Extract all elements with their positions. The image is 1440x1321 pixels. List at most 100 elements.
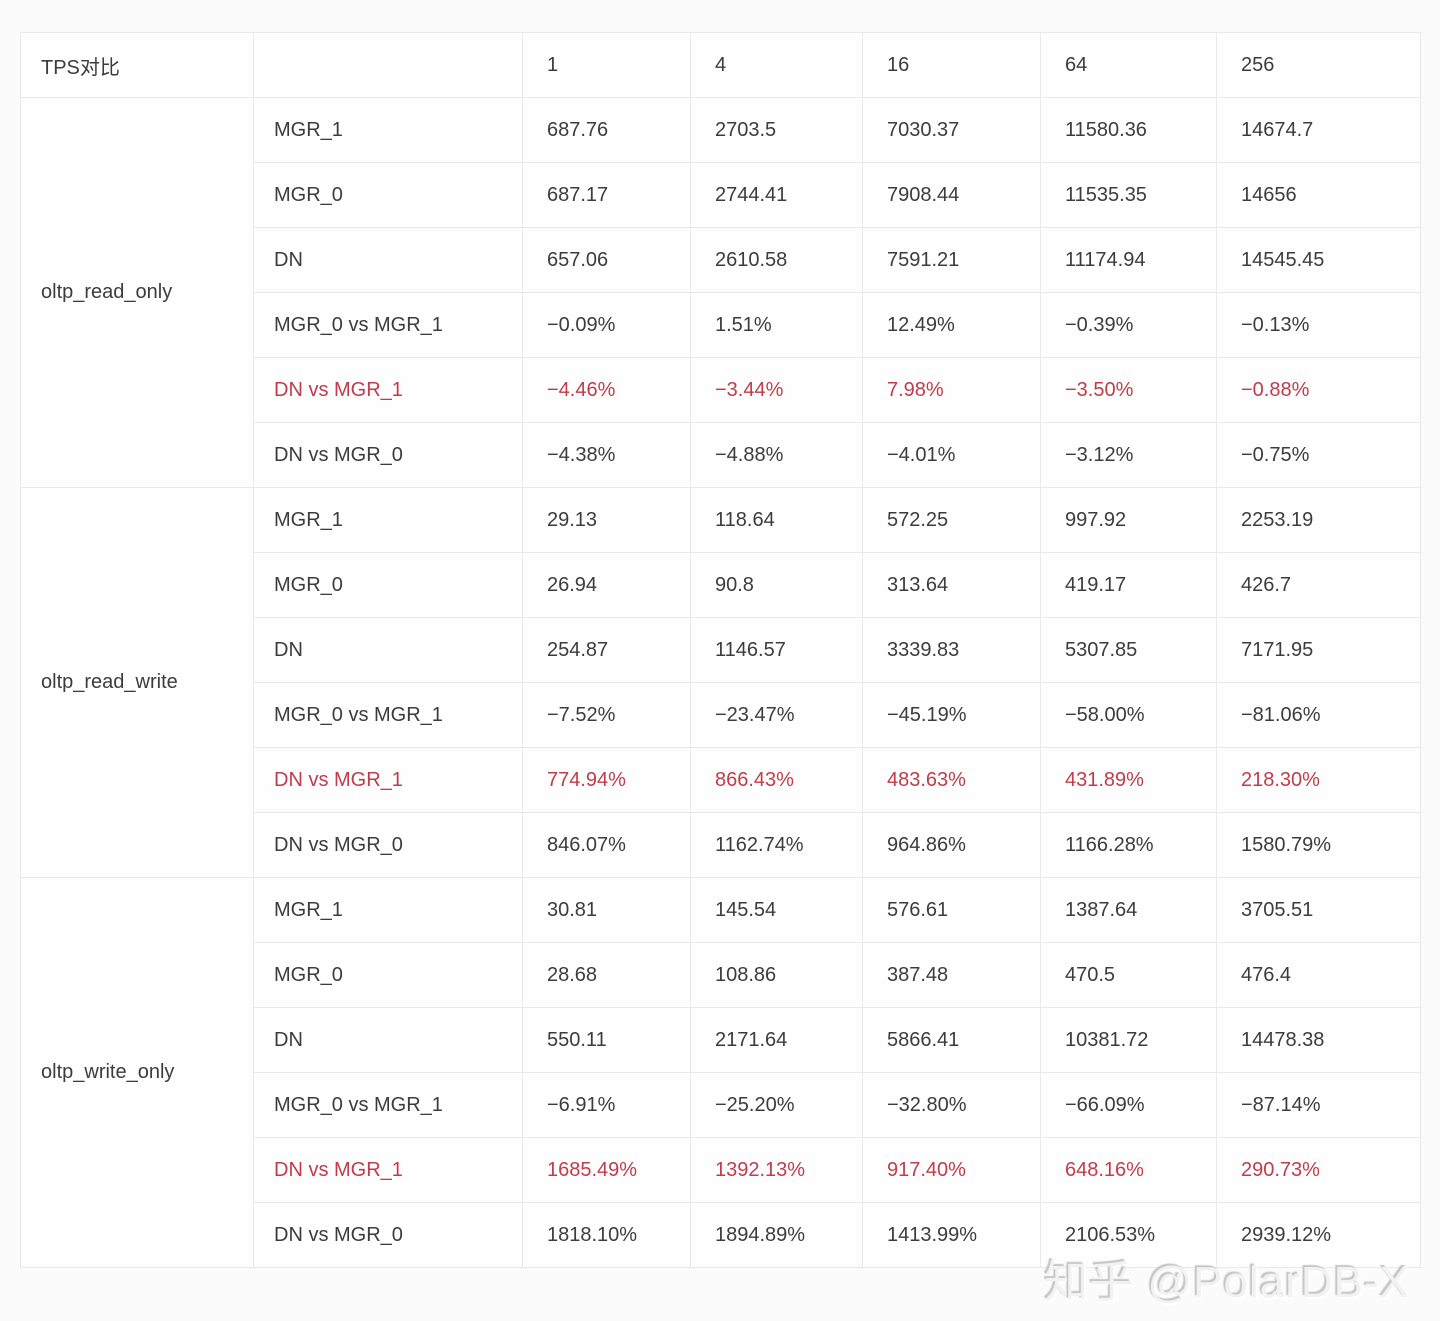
value-cell: 648.16% [1040, 1137, 1217, 1203]
value-cell: −23.47% [690, 682, 863, 748]
value-cell: 2703.5 [690, 97, 863, 163]
value-cell: 7030.37 [862, 97, 1041, 163]
value-cell: −25.20% [690, 1072, 863, 1138]
value-cell: 313.64 [862, 552, 1041, 618]
value-cell: 964.86% [862, 812, 1041, 878]
value-cell: 118.64 [690, 487, 863, 553]
value-cell: 572.25 [862, 487, 1041, 553]
value-cell: 550.11 [522, 1007, 691, 1073]
value-cell: 145.54 [690, 877, 863, 943]
table-row: DN vs MGR_0 −4.38% −4.88% −4.01% −3.12% −0.75… [21, 422, 1421, 488]
header-threads-1: 1 [522, 32, 691, 98]
series-label-cell: MGR_0 [253, 942, 523, 1008]
value-cell: 483.63% [862, 747, 1041, 813]
value-cell: −4.46% [522, 357, 691, 423]
value-cell: 476.4 [1216, 942, 1421, 1008]
value-cell: −0.09% [522, 292, 691, 358]
value-cell: 11535.35 [1040, 162, 1217, 228]
value-cell: 1413.99% [862, 1202, 1041, 1268]
value-cell: −58.00% [1040, 682, 1217, 748]
value-cell: 10381.72 [1040, 1007, 1217, 1073]
value-cell: −87.14% [1216, 1072, 1421, 1138]
workload-group-cell: oltp_read_only [20, 97, 254, 488]
value-cell: 26.94 [522, 552, 691, 618]
value-cell: −3.12% [1040, 422, 1217, 488]
value-cell: 14545.45 [1216, 227, 1421, 293]
value-cell: −4.01% [862, 422, 1041, 488]
value-cell: 997.92 [1040, 487, 1217, 553]
table-row: DN 657.06 2610.58 7591.21 11174.94 14545.45 [21, 227, 1421, 293]
series-label-cell: DN vs MGR_1 [253, 357, 523, 423]
table-row: MGR_0 26.94 90.8 313.64 419.17 426.7 [21, 552, 1421, 618]
series-label-cell: DN vs MGR_0 [253, 812, 523, 878]
value-cell: 11580.36 [1040, 97, 1217, 163]
table-row: MGR_0 vs MGR_1 −0.09% 1.51% 12.49% −0.39% −0.… [21, 292, 1421, 358]
value-cell: 28.68 [522, 942, 691, 1008]
series-label-cell: MGR_0 [253, 162, 523, 228]
table-row: DN vs MGR_1 774.94% 866.43% 483.63% 431.89% 2… [21, 747, 1421, 813]
value-cell: 1162.74% [690, 812, 863, 878]
value-cell: 866.43% [690, 747, 863, 813]
series-label-cell: DN vs MGR_0 [253, 1202, 523, 1268]
table-row: DN 550.11 2171.64 5866.41 10381.72 14478.38 [21, 1007, 1421, 1073]
value-cell: 2106.53% [1040, 1202, 1217, 1268]
value-cell: 2253.19 [1216, 487, 1421, 553]
table-row: DN 254.87 1146.57 3339.83 5307.85 7171.95 [21, 617, 1421, 683]
value-cell: 2171.64 [690, 1007, 863, 1073]
series-label-cell: MGR_1 [253, 877, 523, 943]
header-threads-16: 16 [862, 32, 1041, 98]
value-cell: −81.06% [1216, 682, 1421, 748]
header-threads-256: 256 [1216, 32, 1421, 98]
value-cell: −32.80% [862, 1072, 1041, 1138]
value-cell: 3339.83 [862, 617, 1041, 683]
value-cell: 426.7 [1216, 552, 1421, 618]
value-cell: 774.94% [522, 747, 691, 813]
value-cell: 1146.57 [690, 617, 863, 683]
series-label-cell: MGR_1 [253, 487, 523, 553]
value-cell: 218.30% [1216, 747, 1421, 813]
table-row: MGR_0 vs MGR_1 −7.52% −23.47% −45.19% −58.00… [21, 682, 1421, 748]
series-label-cell: DN [253, 227, 523, 293]
value-cell: 1818.10% [522, 1202, 691, 1268]
value-cell: −7.52% [522, 682, 691, 748]
value-cell: 1894.89% [690, 1202, 863, 1268]
value-cell: 7591.21 [862, 227, 1041, 293]
value-cell: 2610.58 [690, 227, 863, 293]
value-cell: 7908.44 [862, 162, 1041, 228]
value-cell: −0.88% [1216, 357, 1421, 423]
series-label-cell: MGR_0 vs MGR_1 [253, 292, 523, 358]
value-cell: 14478.38 [1216, 1007, 1421, 1073]
table-row: oltp_read_write MGR_1 29.13 118.64 572.25 997… [20, 487, 1421, 878]
value-cell: 917.40% [862, 1137, 1041, 1203]
table-title: TPS对比 [20, 32, 254, 98]
value-cell: 687.76 [522, 97, 691, 163]
value-cell: 1685.49% [522, 1137, 691, 1203]
value-cell: −6.91% [522, 1072, 691, 1138]
header-threads-4: 4 [690, 32, 863, 98]
series-label-cell: MGR_0 [253, 552, 523, 618]
table-row: DN vs MGR_0 846.07% 1162.74% 964.86% 1166.28… [21, 812, 1421, 878]
value-cell: 290.73% [1216, 1137, 1421, 1203]
value-cell: 7171.95 [1216, 617, 1421, 683]
table-row: DN vs MGR_0 1818.10% 1894.89% 1413.99% 2106.… [21, 1202, 1421, 1268]
value-cell: −0.13% [1216, 292, 1421, 358]
value-cell: 1387.64 [1040, 877, 1217, 943]
value-cell: −0.75% [1216, 422, 1421, 488]
value-cell: 1166.28% [1040, 812, 1217, 878]
series-label-cell: DN [253, 617, 523, 683]
workload-group-cell: oltp_write_only [20, 877, 254, 1268]
value-cell: 1.51% [690, 292, 863, 358]
value-cell: −45.19% [862, 682, 1041, 748]
series-label-cell: DN vs MGR_1 [253, 1137, 523, 1203]
value-cell: 30.81 [522, 877, 691, 943]
value-cell: −0.39% [1040, 292, 1217, 358]
table-row: oltp_read_only MGR_1 687.76 2703.5 7030.37 11… [20, 97, 1421, 488]
series-label-cell: DN vs MGR_0 [253, 422, 523, 488]
value-cell: 11174.94 [1040, 227, 1217, 293]
series-label-cell: MGR_0 vs MGR_1 [253, 1072, 523, 1138]
value-cell: 419.17 [1040, 552, 1217, 618]
value-cell: 14656 [1216, 162, 1421, 228]
value-cell: 14674.7 [1216, 97, 1421, 163]
table-row: DN vs MGR_1 1685.49% 1392.13% 917.40% 648.16… [21, 1137, 1421, 1203]
table-row: MGR_0 28.68 108.86 387.48 470.5 476.4 [21, 942, 1421, 1008]
